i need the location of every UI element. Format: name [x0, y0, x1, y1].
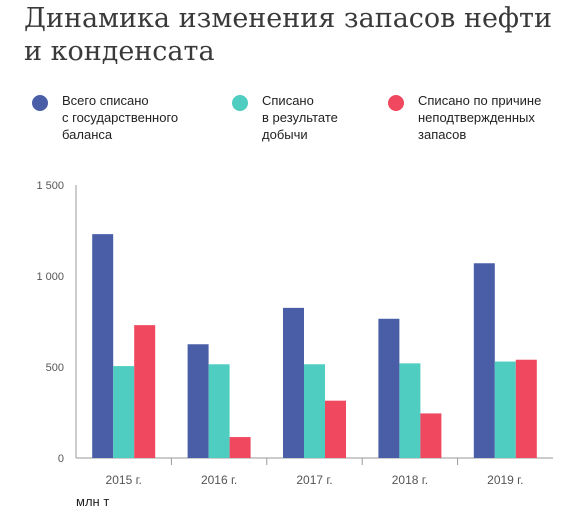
legend-label-unconfirmed: Списано по причине неподтвержденных запа… — [418, 92, 568, 143]
unit-label: млн т — [76, 494, 110, 509]
chart-title: Динамика изменения запасов нефти и конде… — [24, 2, 564, 68]
legend-marker-total-written-off — [32, 95, 48, 111]
bar-2-4 — [399, 363, 421, 458]
legend-label-production: Списано в результате добычи — [262, 92, 412, 143]
bar-3-2 — [229, 437, 251, 458]
legend-marker-unconfirmed — [388, 95, 404, 111]
bar-2-3 — [304, 364, 325, 458]
y-tick-label: 0 — [58, 453, 64, 465]
legend-label-line: запасов — [418, 127, 467, 142]
bar-3-1 — [134, 325, 156, 458]
x-category-label: 2017 г. — [296, 473, 332, 487]
legend-label-line: Всего списано — [62, 93, 149, 108]
legend-label-line: в результате — [262, 110, 338, 125]
bar-2-5 — [494, 361, 516, 458]
bar-3-3 — [325, 400, 346, 458]
x-category-label: 2018 г. — [392, 473, 428, 487]
legend-label-total-written-off: Всего списано с государственного баланса — [62, 92, 212, 143]
legend-label-line: Списано по причине — [418, 93, 542, 108]
bar-3-4 — [420, 413, 442, 458]
legend-label-line: баланса — [62, 127, 113, 142]
bar-1-5 — [473, 263, 495, 458]
x-category-label: 2015 г. — [106, 473, 142, 487]
y-tick-label: 1 500 — [36, 180, 64, 192]
chart-title-line-1: Динамика изменения запасов нефти — [24, 3, 552, 34]
bar-chart: 0 500 1 000 1 500 2015 г. 2016 г. 2017 г. 2018 … — [36, 180, 553, 487]
legend-label-line: неподтвержденных — [418, 110, 535, 125]
bar-1-3 — [283, 307, 304, 458]
y-tick-label: 1 000 — [36, 271, 64, 283]
legend-marker-production — [232, 95, 248, 111]
bar-1-1 — [92, 234, 114, 458]
y-tick-label: 500 — [46, 362, 64, 374]
bar-1-2 — [187, 344, 209, 458]
bar-1-4 — [378, 318, 400, 458]
bar-2-1 — [113, 366, 135, 458]
chart-title-line-2: и конденсата — [24, 36, 215, 67]
legend-label-line: Списано — [262, 93, 314, 108]
bar-2-2 — [208, 364, 230, 458]
legend-label-line: добычи — [262, 127, 308, 142]
x-category-label: 2019 г. — [487, 473, 523, 487]
bar-3-5 — [515, 359, 537, 458]
legend-label-line: с государственного — [62, 110, 179, 125]
x-category-label: 2016 г. — [201, 473, 237, 487]
